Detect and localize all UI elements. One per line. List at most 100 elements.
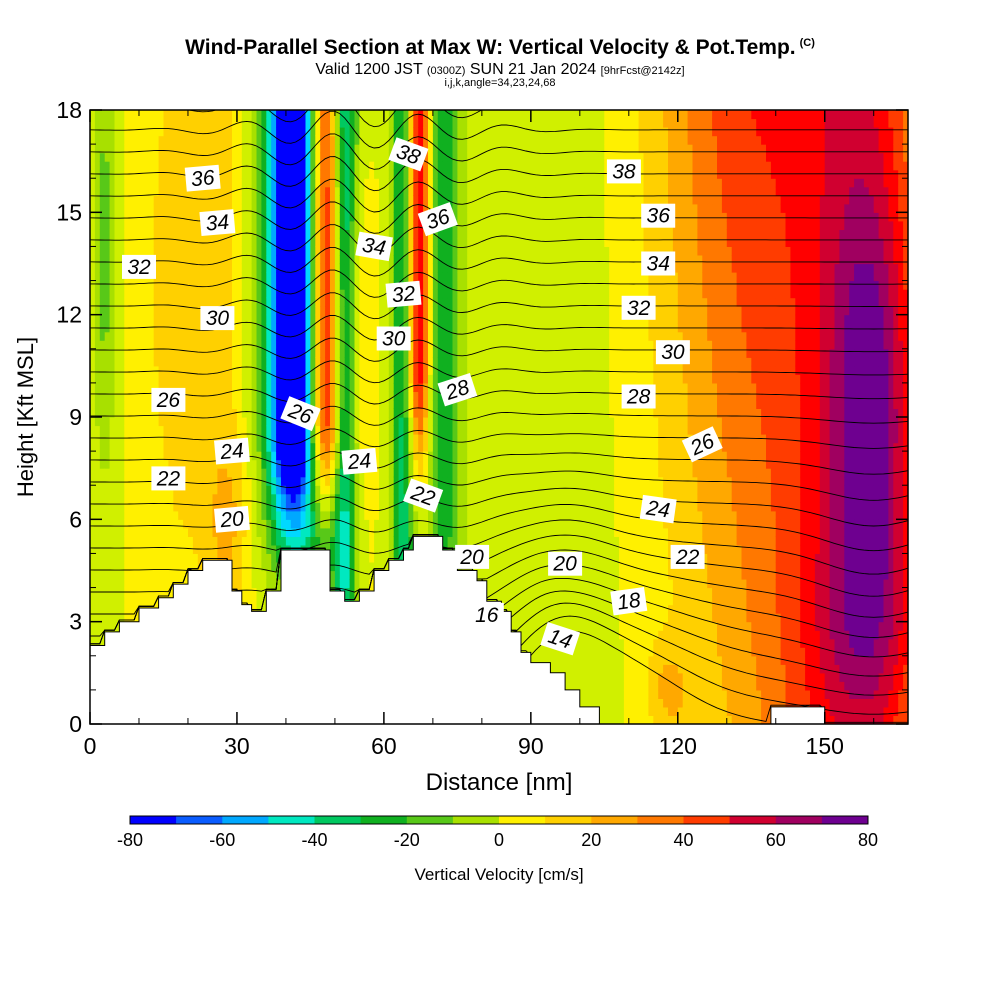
contour-label-text: 32 (127, 256, 151, 279)
contour-label: 36 (641, 203, 676, 228)
contour-label: 24 (214, 437, 250, 465)
colorbar-swatch (775, 816, 823, 824)
valid-main: Valid 1200 JST (315, 61, 423, 78)
contour-label: 24 (341, 447, 378, 475)
contour-label-text: 30 (382, 328, 406, 351)
contour-label-text: 28 (626, 386, 651, 409)
colorbar-tick-label: -40 (301, 830, 327, 850)
contour-label-text: 20 (459, 546, 484, 569)
colorbar-swatch (683, 816, 731, 824)
x-tick-label: 150 (806, 733, 844, 759)
contour-label-text: 16 (475, 604, 499, 627)
copyright-mark: (C) (799, 37, 815, 49)
contour-label: 30 (655, 340, 690, 365)
contour-label: 32 (621, 295, 656, 320)
contour-label-text: 22 (675, 546, 700, 569)
terrain-mask (89, 535, 908, 725)
contour-label-text: 34 (361, 234, 388, 261)
contour-label: 22 (670, 544, 705, 569)
contour-label: 38 (606, 159, 641, 184)
contour-label-text: 34 (647, 253, 670, 276)
colorbar-swatch (130, 816, 177, 824)
contour-label-text: 34 (205, 211, 230, 236)
colorbar-tick-label: -80 (117, 830, 143, 850)
contour-label: 24 (639, 494, 677, 524)
colorbar-swatch (499, 816, 546, 824)
y-tick-label: 3 (69, 609, 82, 635)
contour-label: 32 (385, 280, 422, 308)
contour-label-text: 30 (661, 341, 685, 364)
x-tick-label: 90 (518, 733, 544, 759)
contour-label: 36 (184, 164, 221, 192)
chart-title: Wind-Parallel Section at Max W: Vertical… (0, 36, 1000, 60)
valid-utc: (0300Z) (426, 65, 466, 77)
y-tick-label: 18 (56, 97, 82, 123)
colorbar-swatch (222, 816, 269, 824)
contour-label: 32 (122, 254, 156, 279)
contour-label-text: 22 (156, 467, 181, 490)
contour-label-text: 26 (156, 389, 181, 412)
forecast-info: [9hrFcst@2142z] (600, 65, 685, 77)
contour-label: 34 (355, 231, 393, 262)
contour-label: 28 (621, 384, 656, 409)
contour-label: 30 (376, 326, 411, 351)
contour-label: 34 (199, 209, 236, 237)
x-tick-label: 30 (224, 733, 250, 759)
x-axis: 0 30 60 90 120 150 (84, 110, 875, 759)
colorbar-swatch (176, 816, 223, 824)
colorbar-swatch (406, 816, 454, 824)
contour-label-text: 38 (612, 160, 636, 183)
contour-label-text: 30 (206, 307, 230, 330)
contour-label: 26 (151, 387, 186, 412)
contour-label: 20 (214, 505, 250, 533)
contour-label: 20 (455, 544, 490, 569)
colorbar-frame (129, 815, 869, 825)
y-tick-label: 6 (69, 506, 82, 532)
contour-label-text: 24 (644, 496, 671, 522)
colorbar-tick-label: 40 (673, 830, 693, 850)
colorbar-tick-label: 60 (766, 830, 786, 850)
colorbar-swatch (821, 816, 869, 824)
contour-label-text: 18 (616, 589, 643, 615)
colorbar-tick-label: 0 (494, 830, 504, 850)
chart-title-text: Wind-Parallel Section at Max W: Vertical… (185, 36, 796, 59)
colorbar-swatch (637, 816, 684, 824)
colorbar-swatch (545, 816, 592, 824)
contour-label: 22 (151, 466, 186, 491)
contour-label: 34 (641, 251, 676, 276)
x-tick-label: 60 (371, 733, 397, 759)
grid-info: i,j,k,angle=34,23,24,68 (444, 77, 556, 89)
colorbar-tick-label: 20 (581, 830, 601, 850)
contour-label-text: 20 (552, 553, 577, 576)
contour-label-text: 24 (346, 449, 372, 474)
colorbar-swatch (268, 816, 315, 824)
x-axis-label: Distance [nm] (426, 769, 573, 796)
y-tick-label: 0 (69, 711, 82, 737)
valid-date: SUN 21 Jan 2024 (469, 61, 597, 78)
theta-contours (90, 110, 908, 723)
colorbar-tick-label: -60 (209, 830, 235, 850)
colorbar-swatch (452, 816, 500, 824)
contour-label: 30 (200, 306, 235, 331)
y-tick-label: 9 (69, 404, 82, 430)
colorbar-tick-label: 80 (858, 830, 878, 850)
colorbar-swatch (314, 816, 362, 824)
contour-label-text: 20 (218, 507, 245, 532)
colorbar-tick-label: -20 (394, 830, 420, 850)
contour-label: 14 (540, 622, 581, 656)
colorbar: -80 -60 -40 -20 0 20 40 60 80 (117, 815, 878, 850)
contour-label-text: 24 (218, 439, 244, 464)
x-tick-label: 120 (659, 733, 697, 759)
contour-label-text: 36 (647, 205, 671, 228)
y-axis-label: Height [Kft MSL] (13, 337, 38, 497)
colorbar-swatch (729, 816, 777, 824)
y-tick-label: 15 (56, 199, 82, 225)
contour-label-text: 32 (627, 297, 651, 320)
x-tick-label: 0 (84, 733, 97, 759)
colorbar-swatch (360, 816, 408, 824)
contour-label: 20 (548, 551, 583, 576)
valid-time: Valid 1200 JST (0300Z) SUN 21 Jan 2024 [… (0, 61, 1000, 79)
contour-label-text: 36 (190, 166, 216, 191)
